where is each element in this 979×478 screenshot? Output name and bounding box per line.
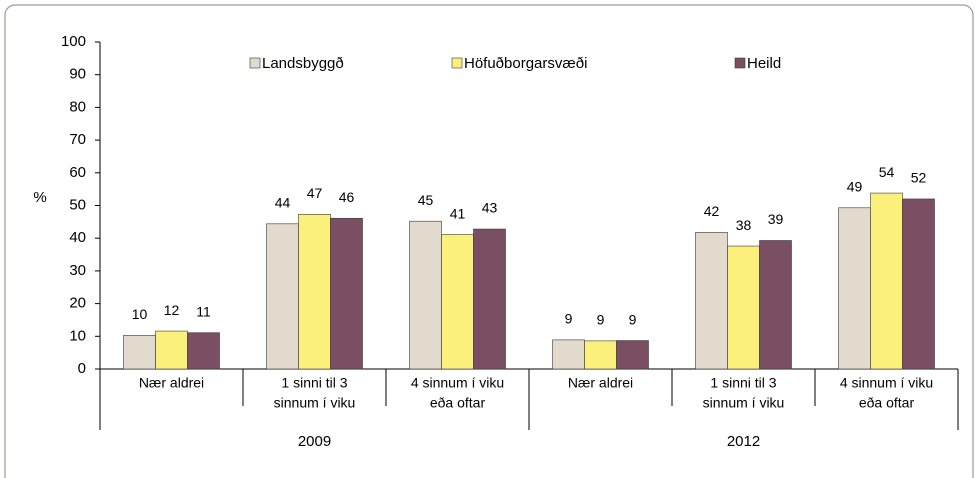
value-label: 9 [597,312,605,328]
legend-label: Landsbyggð [262,55,344,72]
value-label: 54 [879,164,895,180]
value-label: 52 [911,170,927,186]
x-tick-label: 1 sinni til 3 [281,375,347,391]
bar [330,217,363,370]
bar [552,339,585,370]
bar [298,214,331,370]
value-label: 45 [418,192,434,208]
x-tick-label: eða oftar [430,395,486,411]
y-tick-label: 60 [69,164,86,181]
y-tick-label: 80 [69,98,86,115]
x-tick-label: eða oftar [859,395,915,411]
value-label: 11 [196,303,211,319]
bar [441,234,474,370]
bar [473,228,506,370]
value-label: 12 [164,302,180,318]
bar [695,232,728,370]
bar [155,330,188,370]
x-tick-label: 4 sinnum í viku [840,375,933,391]
y-tick-label: 20 [69,295,86,312]
value-label: 9 [629,311,637,327]
y-tick-label: 70 [69,131,86,148]
bar [902,198,935,370]
value-label: 39 [768,211,784,227]
y-tick-label: 100 [61,33,86,50]
bar [584,340,617,370]
y-tick-label: 90 [69,66,86,83]
bar [870,192,903,370]
y-tick-label: 50 [69,196,86,213]
value-label: 47 [307,185,323,201]
y-tick-label: 10 [69,327,86,344]
group-label: 2012 [727,433,760,450]
y-axis-label: % [33,189,46,206]
x-tick-label: Nær aldrei [139,375,204,391]
value-label: 38 [736,217,752,233]
value-label: 49 [847,178,863,194]
bar [409,220,442,370]
value-label: 10 [132,306,148,322]
value-label: 42 [704,203,720,219]
value-label: 46 [339,189,355,205]
legend-swatch [734,57,746,69]
value-label: 44 [275,195,291,211]
y-tick-label: 40 [69,229,86,246]
value-label: 43 [482,200,498,216]
value-label: 9 [565,311,573,327]
legend-label: Höfuðborgarsvæði [464,55,587,72]
value-label: 41 [450,205,466,221]
x-tick-label: sinnum í viku [703,395,785,411]
bar [838,207,871,370]
x-tick-label: 4 sinnum í viku [411,375,504,391]
bar [727,245,760,370]
legend-label: Heild [747,55,781,72]
bar [266,223,299,370]
legend-swatch [249,57,261,69]
x-tick-label: Nær aldrei [568,375,633,391]
y-tick-label: 30 [69,262,86,279]
bar [187,332,220,370]
y-tick-label: 0 [78,360,86,377]
group-label: 2009 [298,433,331,450]
legend-swatch [451,57,463,69]
x-tick-label: 1 sinni til 3 [710,375,776,391]
bar [123,335,156,370]
bar [759,240,792,370]
bar [616,340,649,370]
x-tick-label: sinnum í viku [274,395,356,411]
